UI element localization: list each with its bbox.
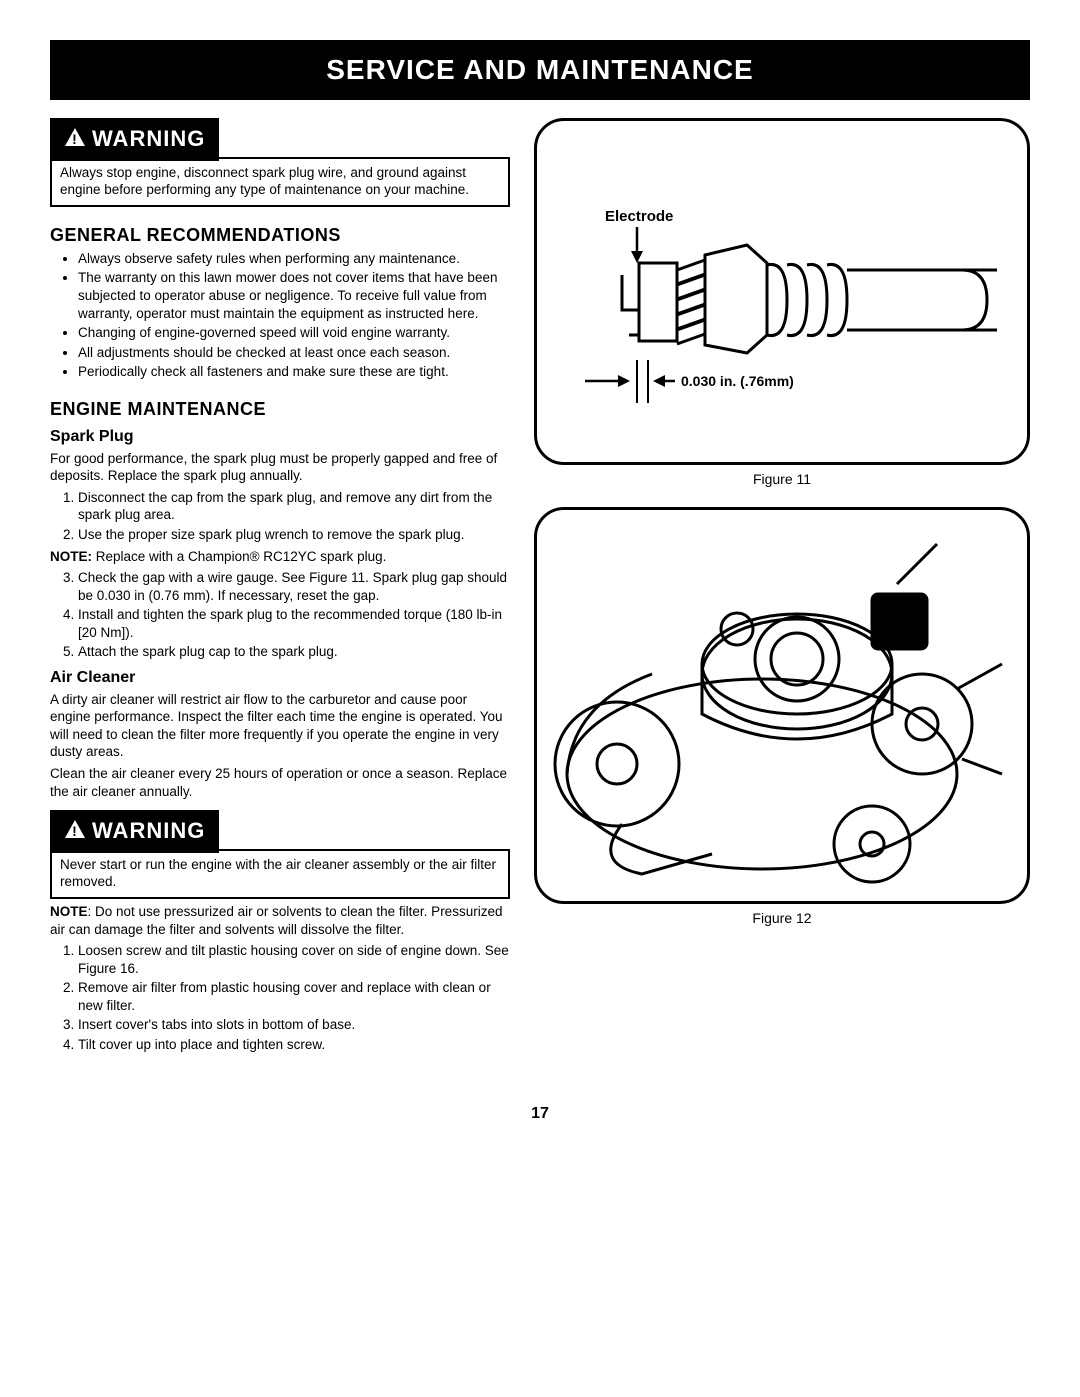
- list-item: Always observe safety rules when perform…: [78, 250, 510, 268]
- list-item: Tilt cover up into place and tighten scr…: [78, 1036, 510, 1054]
- list-item: Insert cover's tabs into slots in bottom…: [78, 1016, 510, 1034]
- figure-12-caption: Figure 12: [534, 910, 1030, 926]
- left-column: ! WARNING Always stop engine, disconnect…: [50, 118, 510, 1055]
- list-item: Disconnect the cap from the spark plug, …: [78, 489, 510, 524]
- spark-plug-intro: For good performance, the spark plug mus…: [50, 450, 510, 485]
- air-cleaner-subheading: Air Cleaner: [50, 669, 510, 687]
- spark-plug-subheading: Spark Plug: [50, 428, 510, 446]
- list-item: Check the gap with a wire gauge. See Fig…: [78, 569, 510, 604]
- warning-1-header: ! WARNING: [50, 118, 219, 161]
- warning-2-label: WARNING: [92, 818, 205, 843]
- list-item: Remove air filter from plastic housing c…: [78, 979, 510, 1014]
- list-item: Install and tighten the spark plug to th…: [78, 606, 510, 641]
- air-cleaner-note: NOTE: Do not use pressurized air or solv…: [50, 903, 510, 938]
- general-recommendations-list: Always observe safety rules when perform…: [50, 250, 510, 381]
- list-item: Changing of engine-governed speed will v…: [78, 324, 510, 342]
- warning-2-header: ! WARNING: [50, 810, 219, 853]
- air-cleaner-p1: A dirty air cleaner will restrict air fl…: [50, 691, 510, 761]
- spark-plug-steps-b: Check the gap with a wire gauge. See Fig…: [50, 569, 510, 661]
- warning-2-text: Never start or run the engine with the a…: [50, 849, 510, 899]
- page-banner: SERVICE AND MAINTENANCE: [50, 40, 1030, 100]
- list-item: Attach the spark plug cap to the spark p…: [78, 643, 510, 661]
- figure-11-box: Electrode: [534, 118, 1030, 465]
- engine-maintenance-heading: ENGINE MAINTENANCE: [50, 399, 510, 420]
- mower-diagram: [551, 524, 1013, 884]
- list-item: All adjustments should be checked at lea…: [78, 344, 510, 362]
- list-item: Loosen screw and tilt plastic housing co…: [78, 942, 510, 977]
- spark-plug-steps-a: Disconnect the cap from the spark plug, …: [50, 489, 510, 544]
- gap-dimension-label: 0.030 in. (.76mm): [681, 373, 794, 389]
- spark-plug-diagram: Electrode: [551, 135, 1013, 445]
- electrode-label: Electrode: [605, 208, 673, 225]
- air-cleaner-p2: Clean the air cleaner every 25 hours of …: [50, 765, 510, 800]
- warning-triangle-icon: !: [64, 819, 86, 845]
- figure-12-box: [534, 507, 1030, 904]
- warning-triangle-icon: !: [64, 127, 86, 153]
- figure-11-caption: Figure 11: [534, 471, 1030, 487]
- right-column: Electrode: [534, 118, 1030, 1055]
- list-item: Use the proper size spark plug wrench to…: [78, 526, 510, 544]
- air-cleaner-steps: Loosen screw and tilt plastic housing co…: [50, 942, 510, 1053]
- general-recommendations-heading: GENERAL RECOMMENDATIONS: [50, 225, 510, 246]
- list-item: Periodically check all fasteners and mak…: [78, 363, 510, 381]
- warning-1-label: WARNING: [92, 126, 205, 151]
- svg-text:!: !: [72, 823, 78, 839]
- warning-1-text: Always stop engine, disconnect spark plu…: [50, 157, 510, 207]
- svg-text:!: !: [72, 131, 78, 147]
- list-item: The warranty on this lawn mower does not…: [78, 269, 510, 322]
- spark-plug-note: NOTE: Replace with a Champion® RC12YC sp…: [50, 548, 510, 566]
- page-number: 17: [50, 1105, 1030, 1123]
